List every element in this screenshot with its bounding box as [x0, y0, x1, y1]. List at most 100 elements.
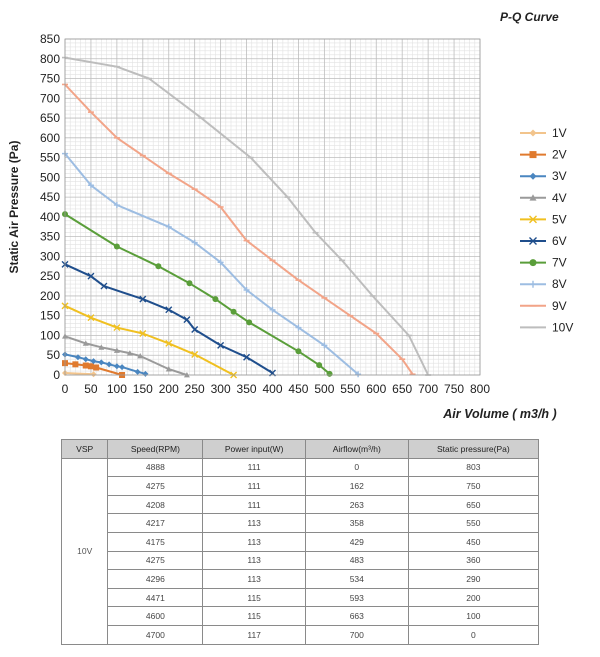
legend-label: 3V [552, 169, 567, 183]
x-tick-label: 700 [418, 382, 438, 396]
data-point [142, 370, 149, 377]
table-row: 10V 4888 111 0 803 [60, 457, 540, 645]
axis-layer: 0501001502002503003504004505005506006507… [40, 32, 490, 396]
y-tick-label: 750 [40, 72, 60, 86]
data-point [246, 319, 253, 326]
data-point [243, 287, 250, 294]
table-cell: 550 [407, 513, 540, 533]
y-tick-label: 300 [40, 249, 60, 263]
table-row: 4208 111 263 650 [62, 494, 540, 515]
grid-major [64, 38, 481, 376]
table-cell: 429 [304, 531, 409, 552]
table-cell: 4275 [107, 550, 204, 571]
table-cell: 4600 [107, 606, 204, 626]
table-cell: 117 [202, 624, 306, 645]
data-point [326, 370, 333, 377]
table-cell: 593 [304, 587, 409, 608]
table-cell: 4471 [107, 587, 204, 608]
data-point [90, 371, 97, 378]
table-cell: 450 [407, 531, 540, 552]
y-tick-label: 200 [40, 289, 60, 303]
data-point [98, 344, 105, 350]
y-tick-label: 650 [40, 111, 60, 125]
series-line [64, 263, 274, 374]
data-point [72, 361, 79, 368]
table-cell: 483 [304, 550, 409, 571]
legend-item-2v: 2V [520, 148, 567, 162]
table-cell: 111 [202, 476, 306, 496]
x-tick-label: 500 [314, 382, 334, 396]
data-point [269, 306, 276, 313]
data-point [191, 326, 199, 334]
y-tick-label: 400 [40, 210, 60, 224]
data-point [106, 361, 113, 368]
legend-label: 10V [552, 320, 573, 334]
data-point [212, 296, 219, 303]
series-8v [62, 150, 362, 378]
legend: 1V 2V 3V 4V 5V 6V 7V 8V 9V 10V [520, 126, 573, 334]
x-tick-label: 0 [62, 382, 69, 396]
data-point [165, 223, 172, 230]
x-tick-label: 250 [185, 382, 205, 396]
series-layer [61, 56, 432, 379]
data-point [139, 329, 147, 337]
data-point [186, 280, 193, 287]
y-tick-label: 0 [53, 368, 60, 382]
table-body: 10V 4888 111 0 803 4275 111 162 750 4208 111 263 650… [60, 457, 540, 645]
data-point [82, 362, 89, 369]
series-4v [62, 333, 190, 378]
data-point [82, 340, 89, 346]
table-header-cell: VSP [60, 439, 109, 459]
y-tick-label: 350 [40, 230, 60, 244]
plot-frame [64, 38, 481, 376]
table-cell: 803 [407, 457, 540, 478]
y-tick-label: 450 [40, 190, 60, 204]
data-point [529, 151, 537, 159]
data-point [113, 347, 120, 353]
x-tick-label: 150 [133, 382, 153, 396]
data-table: VSP Speed(RPM) Power input(W) Airflow(m³/h)… [60, 439, 540, 645]
x-tick-label: 400 [262, 382, 282, 396]
table-cell: 0 [304, 457, 409, 478]
data-point [82, 356, 89, 363]
table-row: 4217 113 358 550 [62, 513, 540, 533]
series-6v [61, 260, 276, 377]
table-header-cell: Airflow(m³/h) [304, 439, 409, 459]
legend-label: 5V [552, 212, 567, 226]
legend-item-1v: 1V [520, 126, 567, 140]
data-point [529, 259, 537, 267]
legend-item-10v: 10V [520, 320, 573, 334]
legend-item-4v: 4V [520, 191, 567, 205]
legend-item-6v: 6V [520, 234, 567, 248]
x-tick-label: 100 [107, 382, 127, 396]
table-cell: 4208 [107, 494, 204, 515]
data-point [93, 364, 100, 371]
y-tick-label: 100 [40, 328, 60, 342]
data-point [529, 194, 537, 201]
table-header-row: VSP Speed(RPM) Power input(W) Airflow(m³/h)… [60, 439, 540, 459]
y-tick-label: 800 [40, 52, 60, 66]
pq-curve-chart: 0501001502002503003504004505005506006507… [7, 32, 573, 421]
table-cell: 100 [407, 606, 540, 626]
data-point [529, 215, 537, 224]
table-row: 4600 115 663 100 [62, 606, 540, 626]
table-cell: 534 [304, 569, 409, 589]
table-cell: 700 [304, 624, 409, 645]
table-header-cell: Power input(W) [202, 439, 306, 459]
x-tick-label: 300 [211, 382, 231, 396]
data-point [165, 366, 172, 372]
data-point [295, 348, 302, 355]
x-tick-label: 800 [470, 382, 490, 396]
data-point [87, 182, 94, 189]
data-point [113, 202, 120, 209]
table-cell: 4217 [107, 513, 204, 533]
data-point [191, 350, 199, 358]
table-row: 4175 113 429 450 [62, 531, 540, 552]
data-point [243, 353, 251, 361]
data-point [183, 316, 191, 324]
table-cell: 4296 [107, 569, 204, 589]
table-cell: 111 [202, 494, 306, 515]
data-point [87, 272, 95, 280]
series-line [64, 372, 94, 376]
data-point [295, 324, 302, 331]
